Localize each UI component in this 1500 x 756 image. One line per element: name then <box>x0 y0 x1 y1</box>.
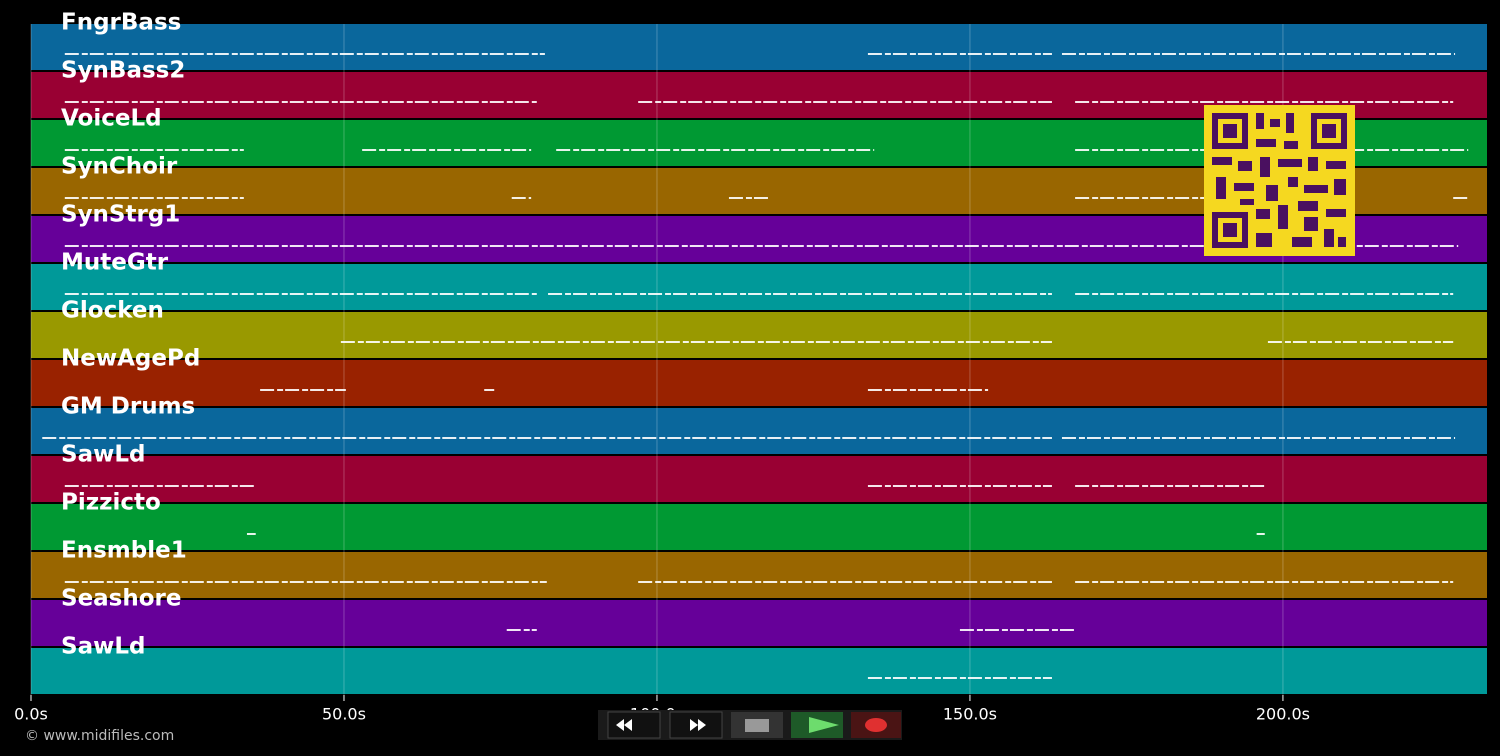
track-lane <box>31 600 1487 646</box>
forward-button[interactable] <box>669 711 723 739</box>
stop-button[interactable] <box>731 712 783 738</box>
track-name: MuteGtr <box>61 250 169 276</box>
record-button[interactable] <box>851 712 901 738</box>
tick-label: 50.0s <box>322 705 366 724</box>
track-lane <box>31 456 1487 502</box>
track-name: Seashore <box>61 586 182 612</box>
track-lane <box>31 504 1487 550</box>
tick-label: 200.0s <box>1256 705 1310 724</box>
tick-label: 150.0s <box>943 705 997 724</box>
tick-label: 0.0s <box>14 705 48 724</box>
playback-controls <box>598 710 902 740</box>
track-name: Pizzicto <box>61 490 161 516</box>
track-lane <box>31 408 1487 454</box>
track-name: SawLd <box>61 442 145 468</box>
labels: FngrBass SynBass2 VoiceLd SynChoir SynStrg1 M… <box>61 10 200 660</box>
track-lane <box>31 264 1487 310</box>
track-name: Glocken <box>61 298 164 324</box>
qr-code <box>1204 105 1355 256</box>
track-name: VoiceLd <box>61 106 162 132</box>
track-name: GM Drums <box>61 394 195 420</box>
track-name: SynChoir <box>61 154 178 180</box>
track-lane <box>31 552 1487 598</box>
track-name: SawLd <box>61 634 145 660</box>
play-button[interactable] <box>791 712 843 738</box>
track-lane <box>31 312 1487 358</box>
track-name: NewAgePd <box>61 346 200 372</box>
track-name: SynStrg1 <box>61 202 180 228</box>
footer: © www.midifiles.com <box>25 728 174 744</box>
track-lane <box>31 648 1487 694</box>
track-name: SynBass2 <box>61 58 185 84</box>
rewind-button[interactable] <box>607 711 661 739</box>
track-name: FngrBass <box>61 10 181 36</box>
track-lane <box>31 24 1487 70</box>
track-lane <box>31 360 1487 406</box>
track-name: Ensmble1 <box>61 538 187 564</box>
